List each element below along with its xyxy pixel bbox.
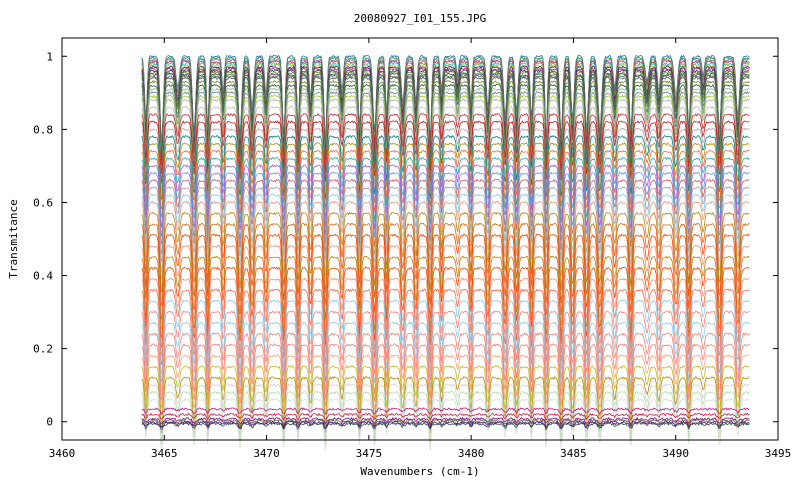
series-line	[141, 193, 750, 272]
series-line	[141, 233, 750, 321]
series-line	[141, 277, 750, 357]
series-line	[141, 120, 750, 183]
series-line	[141, 186, 750, 262]
chart-title: 20080927_I01_155.JPG	[354, 12, 486, 25]
y-axis-label: Transmitance	[7, 199, 20, 278]
series-line	[141, 397, 750, 451]
series-line	[141, 266, 750, 348]
series-line	[141, 112, 750, 175]
x-tick-label: 3480	[458, 447, 485, 460]
x-tick-label: 3485	[560, 447, 587, 460]
series-line	[141, 134, 750, 200]
series-line	[141, 142, 750, 210]
series-line	[141, 354, 750, 416]
y-tick-label: 0.4	[33, 270, 53, 283]
plot-frame	[61, 37, 779, 441]
x-axis-label: Wavenumbers (cm-1)	[360, 465, 479, 478]
y-axis: 0 0.2 0.4 0.6 0.8 1	[33, 50, 778, 429]
series-line	[141, 211, 750, 294]
series-line	[141, 171, 750, 245]
series-line	[141, 390, 750, 446]
series-line	[141, 98, 750, 194]
series-line	[141, 255, 750, 340]
series-line	[141, 156, 750, 228]
series-line	[141, 200, 750, 281]
x-tick-label: 3475	[356, 447, 383, 460]
y-tick-label: 0.6	[33, 196, 53, 209]
series-line	[141, 178, 750, 254]
x-tick-label: 3460	[49, 447, 76, 460]
series-line	[141, 244, 750, 331]
series-line	[141, 365, 750, 425]
series-line	[141, 343, 750, 409]
series-line	[141, 149, 750, 219]
y-tick-label: 0	[46, 416, 53, 429]
x-tick-label: 3465	[151, 447, 178, 460]
series-line	[141, 407, 750, 416]
x-tick-label: 3490	[662, 447, 689, 460]
y-tick-label: 0.8	[33, 123, 53, 136]
series-line	[141, 376, 750, 434]
series-line	[141, 222, 750, 307]
series-line	[141, 164, 750, 237]
series-line	[141, 288, 750, 366]
y-tick-label: 1	[46, 50, 53, 63]
x-tick-label: 3495	[765, 447, 792, 460]
series-line	[141, 299, 750, 374]
series-line	[141, 412, 750, 421]
y-tick-label: 0.2	[33, 343, 53, 356]
series-line	[141, 383, 750, 441]
series-line	[141, 418, 750, 428]
x-axis: 3460 3465 3470 3475 3480 3485 3490 3495	[49, 38, 792, 460]
series-line	[141, 310, 750, 383]
series-group	[141, 54, 750, 451]
series-line	[141, 321, 750, 391]
x-tick-label: 3470	[253, 447, 280, 460]
series-line	[141, 127, 750, 191]
series-line	[141, 421, 750, 431]
series-line	[141, 332, 750, 401]
